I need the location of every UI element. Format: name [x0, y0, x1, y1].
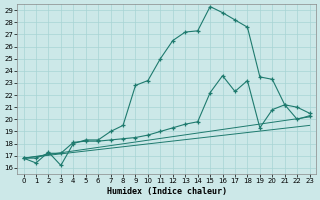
X-axis label: Humidex (Indice chaleur): Humidex (Indice chaleur) [107, 187, 227, 196]
